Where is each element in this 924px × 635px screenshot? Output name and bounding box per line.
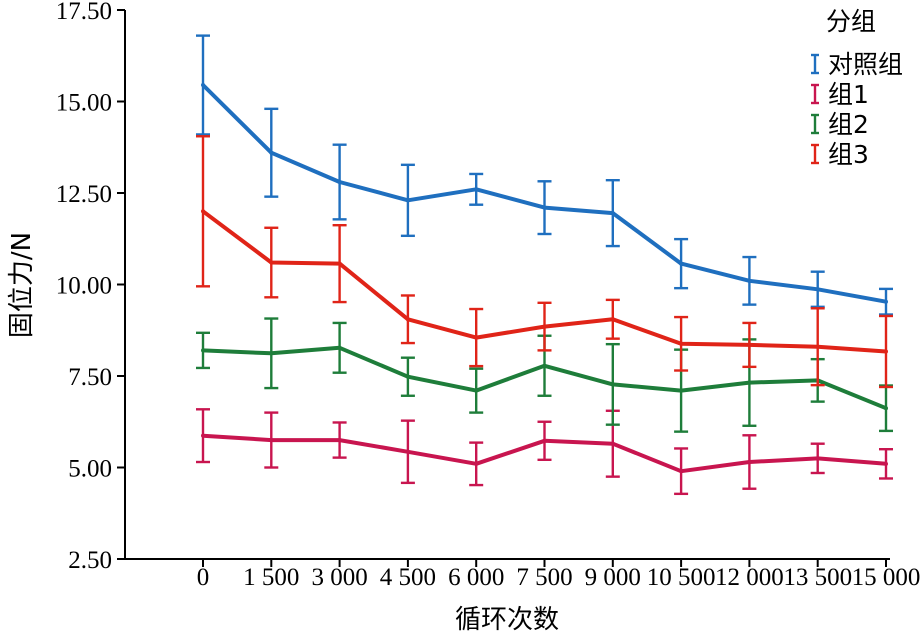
x-tick-label: 13 500 xyxy=(783,564,852,591)
y-tick-label: 15.00 xyxy=(56,90,112,117)
x-tick-label: 7 500 xyxy=(516,564,572,591)
data-point xyxy=(201,209,205,214)
data-point xyxy=(679,388,684,393)
x-tick-label: 0 xyxy=(197,564,210,591)
data-point xyxy=(405,198,410,203)
x-tick-label: 6 000 xyxy=(448,564,504,591)
data-point xyxy=(815,344,820,349)
legend-title: 分组 xyxy=(826,7,876,36)
data-point xyxy=(337,438,342,443)
x-axis-title: 循环次数 xyxy=(455,605,559,635)
data-point xyxy=(884,461,888,466)
x-tick-label: 4 500 xyxy=(380,564,436,591)
data-point xyxy=(405,317,410,322)
data-point xyxy=(542,363,547,368)
series-2 xyxy=(196,408,893,496)
legend-label: 组3 xyxy=(828,140,869,169)
x-tick-label: 3 000 xyxy=(311,564,367,591)
data-point xyxy=(405,449,410,454)
data-point xyxy=(405,374,410,379)
legend-label: 组2 xyxy=(828,110,869,139)
data-point xyxy=(610,441,615,446)
x-axis-ticks: 0 1 500 3 000 4 500 6 000 7 500 9 000 10 500 12 … xyxy=(197,559,921,591)
y-axis-title: 固位力/N xyxy=(7,232,37,338)
data-point xyxy=(679,341,684,346)
data-point xyxy=(679,469,684,474)
data-point xyxy=(474,335,479,340)
data-point xyxy=(542,324,547,329)
data-point xyxy=(884,299,888,304)
data-point xyxy=(337,345,342,350)
data-point xyxy=(269,260,274,265)
y-tick-label: 7.50 xyxy=(68,364,112,391)
data-point xyxy=(201,433,205,438)
y-tick-label: 17.50 xyxy=(56,0,112,25)
data-point xyxy=(542,438,547,443)
x-tick-label: 12 000 xyxy=(715,564,784,591)
data-point xyxy=(337,261,342,266)
series-layer xyxy=(196,34,893,496)
data-point xyxy=(884,406,888,411)
y-axis-ticks: 2.50 5.00 7.50 10.00 12.50 15.00 17.50 xyxy=(56,0,125,574)
data-point xyxy=(269,438,274,443)
data-point xyxy=(815,456,820,461)
data-point xyxy=(269,150,274,155)
x-tick-label: 15 000 xyxy=(852,564,921,591)
data-point xyxy=(201,83,205,88)
data-point xyxy=(269,351,274,356)
data-point xyxy=(747,460,752,465)
series-4 xyxy=(196,135,893,389)
data-point xyxy=(201,348,205,353)
data-point xyxy=(610,382,615,387)
y-tick-label: 2.50 xyxy=(68,547,112,574)
legend-label: 组1 xyxy=(828,80,869,109)
y-tick-label: 12.50 xyxy=(56,181,112,208)
data-point xyxy=(542,205,547,210)
x-tick-label: 1 500 xyxy=(243,564,299,591)
data-point xyxy=(474,388,479,393)
data-point xyxy=(747,278,752,283)
data-point xyxy=(679,261,684,266)
series-1 xyxy=(196,34,893,316)
data-point xyxy=(610,211,615,216)
data-point xyxy=(747,380,752,385)
data-point xyxy=(474,461,479,466)
data-point xyxy=(747,342,752,347)
x-tick-label: 9 000 xyxy=(585,564,641,591)
y-tick-label: 5.00 xyxy=(68,456,112,483)
y-tick-label: 10.00 xyxy=(56,273,112,300)
legend-label: 对照组 xyxy=(828,50,903,79)
data-point xyxy=(884,349,888,354)
data-point xyxy=(815,287,820,292)
x-tick-label: 10 500 xyxy=(647,564,716,591)
data-point xyxy=(337,180,342,185)
data-point xyxy=(474,187,479,192)
data-point xyxy=(610,317,615,322)
